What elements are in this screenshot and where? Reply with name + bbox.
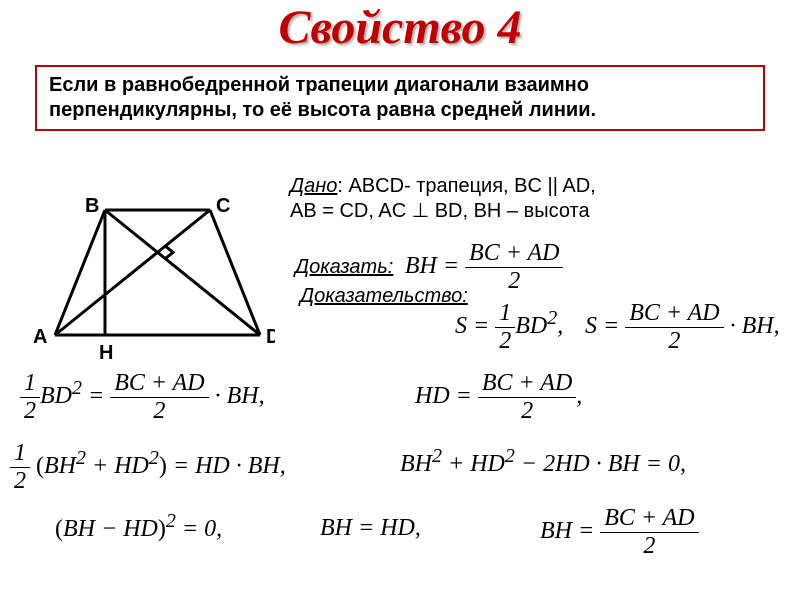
eq-line4b: BH = HD,	[320, 515, 421, 542]
theorem-box: Если в равнобедренной трапеции диагонали…	[35, 65, 765, 131]
eq-line4c: BH = BC + AD2	[540, 505, 699, 560]
svg-text:H: H	[99, 342, 113, 364]
eq-line2a: 12BD2 = BC + AD2 · BH,	[20, 370, 265, 425]
svg-text:B: B	[85, 195, 99, 217]
given-line1: : ABCD- трапеция, BC || AD,	[337, 175, 595, 197]
eq-s2: S = BC + AD2 · BH,	[585, 300, 780, 355]
trapezoid-diagram: A B C D H	[30, 185, 275, 370]
svg-text:A: A	[33, 326, 47, 348]
frac-num: BC + AD	[465, 240, 563, 268]
given-label: Дано	[290, 175, 337, 197]
theorem-text: Если в равнобедренной трапеции диагонали…	[49, 74, 596, 121]
given-block: Дано: ABCD- трапеция, BC || AD, AB = CD,…	[290, 175, 596, 223]
eq-line3b: BH2 + HD2 − 2HD · BH = 0,	[400, 445, 686, 478]
proof-label: Доказательство:	[300, 285, 468, 308]
prove-label: Доказать:	[295, 256, 393, 278]
page-title: Свойство 4	[279, 0, 522, 55]
frac-den: 2	[465, 268, 563, 295]
svg-text:C: C	[216, 195, 230, 217]
eq-s1: S = 12BD2,	[455, 300, 563, 355]
eq-line2b: HD = BC + AD2,	[415, 370, 582, 425]
eq-line3a: 12 (BH2 + HD2) = HD · BH,	[10, 440, 286, 495]
bh-var: BH	[405, 253, 437, 279]
given-line2: AB = CD, AC ⊥ BD, BH – высота	[290, 200, 590, 222]
svg-text:D: D	[266, 326, 275, 348]
eq-line4a: (BH − HD)2 = 0,	[55, 510, 222, 543]
